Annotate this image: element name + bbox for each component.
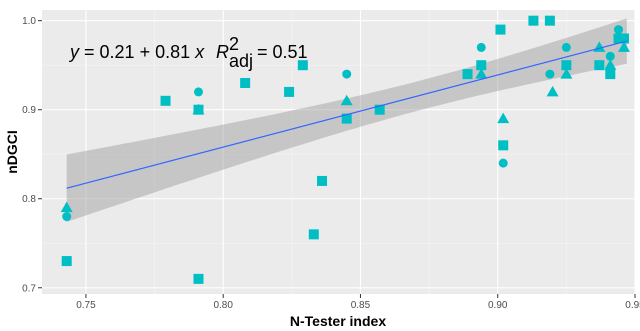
x-tick-label: 0.95	[625, 300, 640, 311]
x-tick-label: 0.80	[213, 300, 233, 311]
regression-line	[66, 40, 627, 189]
data-point-square	[544, 15, 555, 26]
data-point-triangle	[618, 41, 630, 52]
data-point-triangle	[192, 103, 205, 115]
data-point-circle	[614, 25, 624, 35]
y-tick-label: 1.0	[22, 16, 36, 27]
data-point-square	[61, 256, 72, 267]
data-point-square	[160, 95, 171, 106]
data-point-triangle	[604, 59, 617, 70]
data-point-square	[374, 104, 385, 115]
data-point-triangle	[497, 112, 510, 124]
regression-line-layer	[66, 40, 627, 189]
data-point-square	[284, 86, 295, 97]
data-point-square	[619, 33, 630, 44]
r2-label: R	[216, 42, 229, 62]
y-tick-label: 0.9	[22, 105, 36, 116]
data-point-square	[498, 140, 509, 151]
x-axis: 0.75 0.80 0.85 0.90 0.95	[76, 294, 640, 311]
y-axis: 0.7 0.8 0.9 1.0	[22, 16, 42, 294]
data-point-square	[240, 78, 251, 89]
r2-subscript: adj	[229, 51, 253, 71]
r2-superscript: 2	[229, 34, 239, 54]
data-point-circle	[62, 212, 72, 222]
eq-equals: =	[79, 42, 100, 62]
major-grid	[42, 10, 636, 294]
data-point-square	[341, 113, 352, 124]
eq-r: R	[216, 42, 229, 62]
data-point-circle	[342, 69, 352, 79]
regression-equation: y = 0.21 + 0.81 x	[68, 42, 205, 62]
data-point-triangle	[546, 85, 559, 97]
y-axis-title: nDGCI	[4, 130, 20, 174]
data-point-square	[476, 60, 487, 71]
data-point-square	[308, 229, 319, 240]
y-tick-label: 0.8	[22, 194, 36, 205]
data-point-square	[193, 273, 204, 284]
data-point-triangle	[60, 201, 73, 213]
eq-x: x	[190, 42, 205, 62]
x-tick-label: 0.85	[351, 300, 371, 311]
data-point-square	[594, 60, 605, 71]
panel-background	[42, 10, 635, 294]
data-point-square	[462, 69, 473, 80]
r2-value: = 0.51	[252, 42, 308, 62]
y-tick-label: 0.7	[22, 283, 36, 294]
x-tick-label: 0.75	[76, 300, 96, 311]
data-point-circle	[561, 42, 571, 52]
data-point-square	[561, 60, 572, 71]
data-point-square	[495, 24, 506, 35]
data-point-circle	[476, 42, 486, 52]
data-point-square	[297, 60, 308, 71]
eq-y: y	[68, 42, 80, 62]
data-point-square	[613, 33, 624, 44]
data-point-triangle	[560, 68, 573, 79]
x-tick-label: 0.90	[488, 300, 508, 311]
x-axis-title: N-Tester index	[290, 313, 386, 329]
eq-plus: +	[135, 42, 156, 62]
data-point-circle	[605, 51, 615, 61]
eq-intercept: 0.21	[100, 42, 135, 62]
data-point-square	[528, 15, 539, 26]
eq-slope: 0.81	[155, 42, 190, 62]
data-point-circle	[193, 87, 203, 97]
data-point-circle	[545, 69, 555, 79]
points-layer	[60, 15, 630, 284]
data-point-triangle	[475, 68, 488, 79]
data-point-square	[605, 69, 616, 80]
data-point-square	[317, 175, 328, 186]
data-point-triangle	[340, 94, 353, 106]
data-point-circle	[498, 158, 508, 168]
